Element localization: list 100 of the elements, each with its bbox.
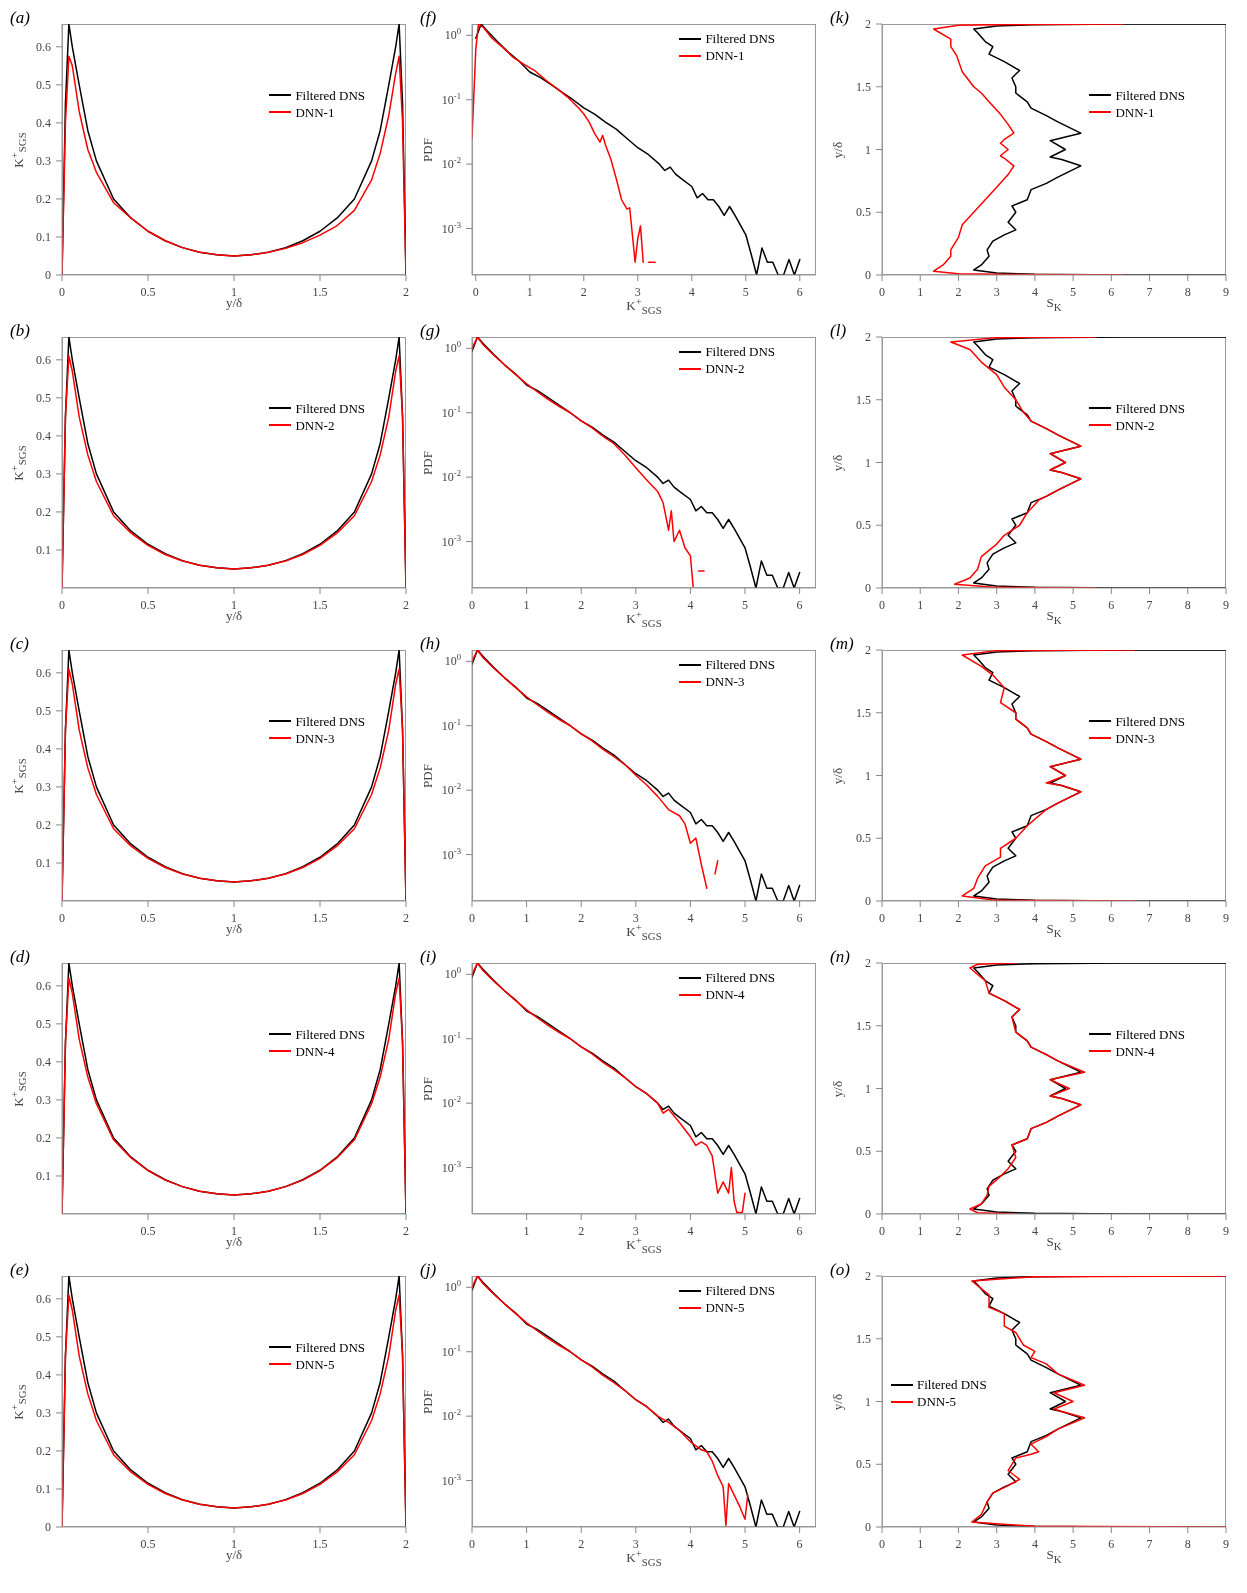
y-tick-label: 0 [865, 1520, 871, 1534]
y-tick-label: 10$^{-2}$ [441, 1407, 461, 1424]
x-tick-label: 4 [687, 598, 694, 612]
y-tick-label: 0 [865, 894, 871, 908]
x-tick-label: 3 [993, 911, 1000, 925]
y-tick-label: 2 [865, 1269, 871, 1283]
y-tick-label: 10$^{-3}$ [441, 1158, 461, 1175]
y-tick-label: 1 [865, 142, 871, 157]
y-tick-label: 0.1 [36, 855, 51, 870]
x-tick-label: 7 [1146, 1537, 1153, 1551]
legend-label: Filtered DNS [1115, 712, 1186, 730]
text: (o) [830, 1260, 850, 1280]
text: (l) [830, 321, 847, 341]
x-tick-label: 2 [403, 285, 409, 299]
x-tick-label: 6 [1108, 285, 1115, 299]
y-tick-label: 0.4 [36, 1367, 51, 1382]
x-tick-label: 2 [403, 1537, 409, 1551]
x-tick-label: 0 [879, 285, 885, 299]
x-tick-label: 2 [955, 598, 962, 612]
x-tick-label: 1 [523, 1537, 530, 1551]
y-tick-label: 0.1 [36, 1168, 51, 1183]
y-axis-title: y/δ [830, 1080, 846, 1097]
x-tick-label: 5 [742, 598, 749, 612]
x-tick-label: 2 [578, 911, 585, 925]
y-tick-label: 10$^{-1}$ [441, 1029, 461, 1046]
y-tick-label: 10$^{-3}$ [441, 1471, 461, 1488]
legend-label: Filtered DNS [295, 1338, 366, 1356]
x-tick-label: 1 [523, 1224, 530, 1238]
legend-label: DNN-2 [295, 416, 335, 434]
y-tick-label: 2 [865, 643, 871, 657]
x-tick-label: 0 [469, 911, 475, 925]
text: (n) [830, 947, 850, 967]
y-axis-title: PDF [420, 1389, 436, 1414]
x-tick-label: 8 [1184, 285, 1191, 299]
text: (c) [10, 634, 29, 654]
x-tick-label: 1 [917, 911, 924, 925]
y-tick-label: 0.3 [36, 466, 51, 481]
text: (e) [10, 1260, 29, 1280]
legend-label: DNN-2 [1115, 416, 1155, 434]
y-tick-label: 10$^{-1}$ [441, 1342, 461, 1359]
y-tick-label: 0.5 [856, 1144, 871, 1159]
y-tick-label: 0 [45, 1520, 51, 1534]
x-tick-label: 2 [955, 285, 962, 299]
y-tick-label: 10$^{0}$ [444, 26, 461, 43]
y-tick-label: 0.1 [36, 542, 51, 557]
x-tick-label: 5 [742, 911, 749, 925]
x-tick-label: 1.5 [312, 911, 328, 925]
y-tick-label: 0.5 [856, 205, 871, 220]
legend-label: DNN-2 [705, 360, 745, 377]
y-tick-label: 2 [865, 956, 871, 970]
y-tick-label: 2 [865, 330, 871, 344]
x-tick-label: 7 [1146, 598, 1153, 612]
legend-label: Filtered DNS [705, 969, 776, 986]
legend-label: Filtered DNS [295, 712, 366, 730]
x-tick-label: 6 [796, 1537, 803, 1551]
y-tick-label: 0.3 [36, 1405, 51, 1420]
x-tick-label: 4 [1031, 598, 1038, 612]
legend-label: DNN-5 [705, 1299, 745, 1316]
x-tick-label: 1 [917, 285, 924, 299]
x-tick-label: 5 [1070, 598, 1077, 612]
x-tick-label: 0 [879, 911, 885, 925]
x-tick-label: 3 [993, 598, 1000, 612]
x-tick-label: 8 [1184, 1224, 1191, 1238]
x-tick-label: 3 [632, 1224, 639, 1238]
x-tick-label: 6 [1108, 1537, 1115, 1551]
y-tick-label: 1 [865, 1081, 871, 1096]
y-tick-label: 10$^{-1}$ [441, 90, 461, 107]
text: (k) [830, 8, 849, 28]
x-tick-label: 0.5 [140, 1224, 156, 1238]
y-tick-label: 2 [865, 17, 871, 31]
y-tick-label: 10$^{-2}$ [441, 1094, 461, 1111]
y-tick-label: 10$^{-3}$ [441, 219, 461, 236]
x-tick-label: 8 [1184, 1537, 1191, 1551]
legend-label: Filtered DNS [295, 1025, 366, 1043]
x-tick-label: 5 [742, 285, 749, 299]
text: (m) [830, 634, 854, 654]
x-tick-label: 1 [523, 911, 530, 925]
text: (h) [420, 634, 440, 654]
x-axis-title: S$_{K}$ [1046, 608, 1062, 626]
y-tick-label: 10$^{-1}$ [441, 716, 461, 733]
text: (a) [10, 8, 30, 28]
legend-label: Filtered DNS [917, 1376, 987, 1394]
y-tick-label: 10$^{-2}$ [441, 468, 461, 485]
y-tick-label: 10$^{0}$ [444, 965, 461, 982]
y-axis-title: y/δ [830, 141, 846, 158]
y-tick-label: 0.6 [36, 352, 51, 367]
x-tick-label: 0 [469, 598, 475, 612]
x-tick-label: 0.5 [140, 911, 156, 925]
y-axis-title: PDF [420, 1076, 436, 1101]
x-tick-label: 6 [796, 598, 803, 612]
x-tick-label: 1.5 [312, 1224, 328, 1238]
x-tick-label: 3 [993, 1537, 1000, 1551]
y-tick-label: 0.3 [36, 153, 51, 168]
y-tick-label: 0.5 [36, 703, 51, 718]
legend-label: DNN-4 [1115, 1042, 1155, 1060]
x-tick-label: 0 [59, 598, 65, 612]
x-tick-label: 2 [955, 1224, 962, 1238]
x-tick-label: 4 [687, 1537, 694, 1551]
y-tick-label: 1 [865, 768, 871, 783]
x-tick-label: 9 [1223, 285, 1229, 299]
